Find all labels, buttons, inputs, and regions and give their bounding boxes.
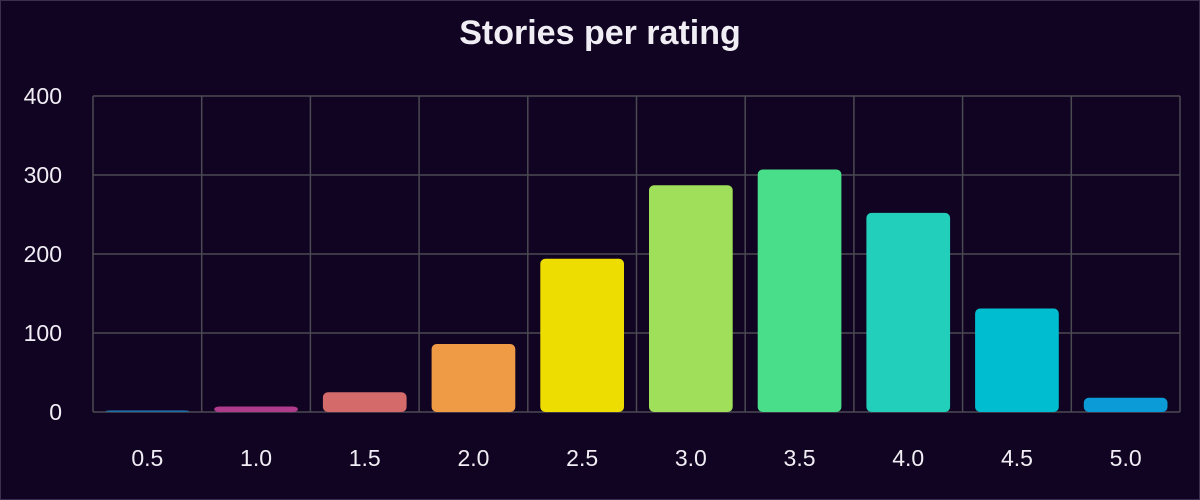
bar — [866, 212, 951, 412]
y-tick-label: 0 — [49, 399, 62, 425]
bar — [322, 392, 407, 412]
x-tick-label: 3.5 — [784, 445, 816, 471]
x-tick-label: 5.0 — [1110, 445, 1142, 471]
x-tick-label: 2.0 — [457, 445, 489, 471]
y-tick-label: 400 — [24, 83, 62, 109]
x-tick-label: 2.5 — [566, 445, 598, 471]
bar — [1083, 397, 1168, 412]
x-tick-label: 0.5 — [131, 445, 163, 471]
bar — [105, 410, 190, 412]
x-tick-label: 4.0 — [892, 445, 924, 471]
chart-title: Stories per rating — [459, 14, 741, 52]
bar — [431, 344, 516, 412]
x-tick-label: 1.5 — [349, 445, 381, 471]
x-tick-label: 4.5 — [1001, 445, 1033, 471]
bar — [975, 308, 1059, 412]
x-tick-label: 1.0 — [240, 445, 272, 471]
bar — [649, 185, 733, 412]
y-tick-label: 100 — [24, 320, 62, 346]
y-tick-label: 300 — [24, 162, 62, 188]
bar — [214, 406, 298, 412]
y-tick-label: 200 — [24, 241, 62, 267]
bar — [540, 258, 624, 412]
bar — [757, 169, 842, 412]
x-tick-label: 3.0 — [675, 445, 707, 471]
